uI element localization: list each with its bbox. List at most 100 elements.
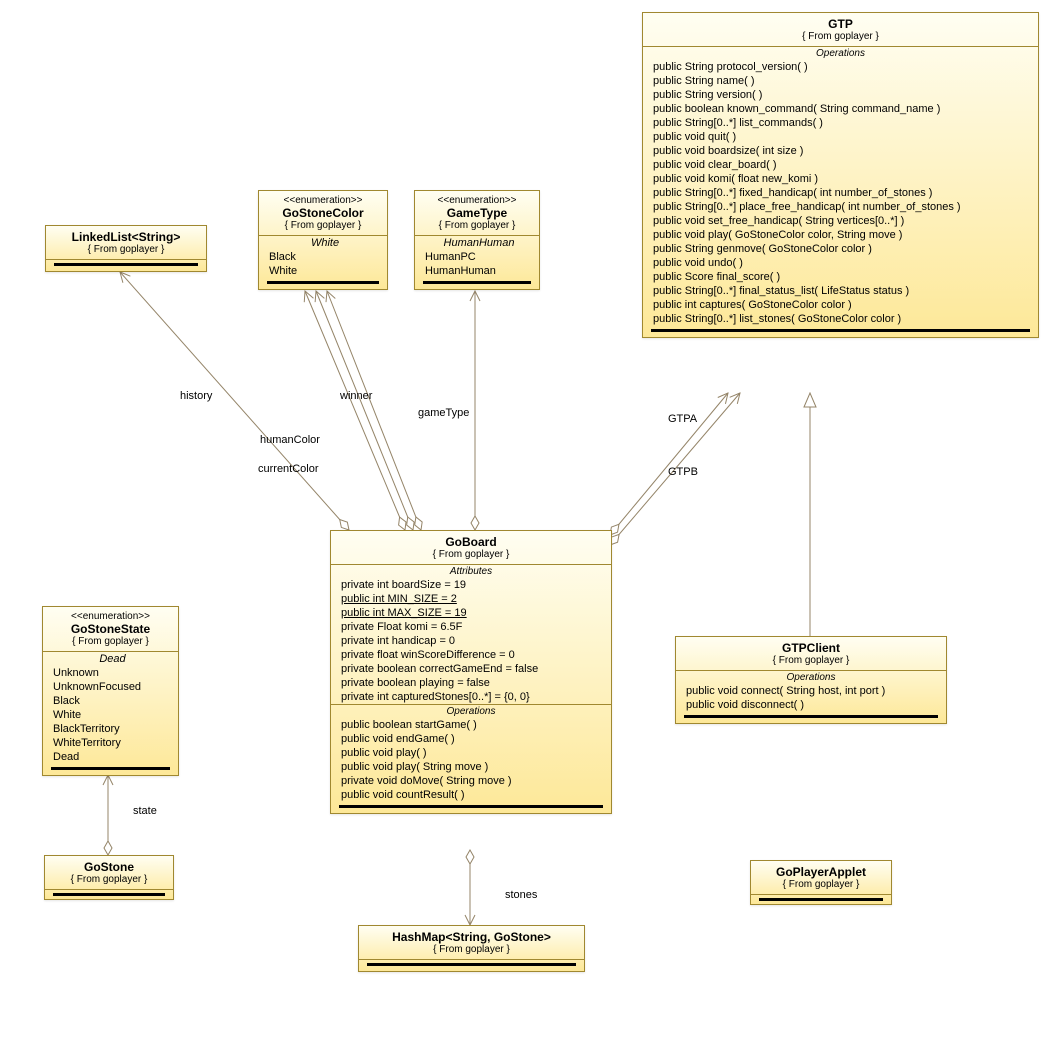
class-name: GoStoneState <box>49 622 172 636</box>
class-header: <<enumeration>>GameType{ From goplayer } <box>415 191 539 236</box>
class-name: GameType <box>421 206 533 220</box>
class-name: GoStoneColor <box>265 206 381 220</box>
class-from: { From goplayer } <box>682 655 940 666</box>
thick-underline <box>684 715 938 718</box>
compartment-item: public void countResult( ) <box>331 788 611 802</box>
compartment-item: private boolean playing = false <box>331 676 611 690</box>
compartment-item: public void play( String move ) <box>331 760 611 774</box>
compartment-item: private int capturedStones[0..*] = {0, 0… <box>331 690 611 704</box>
thick-underline <box>267 281 379 284</box>
compartment-item: UnknownFocused <box>43 680 178 694</box>
compartment-item: BlackTerritory <box>43 722 178 736</box>
compartment-item: public int MAX_SIZE = 19 <box>331 606 611 620</box>
compartment-item: HumanHuman <box>415 236 539 250</box>
stereotype: <<enumeration>> <box>421 195 533 206</box>
compartment: Operationspublic void connect( String ho… <box>676 671 946 718</box>
uml-diagram-canvas: LinkedList<String>{ From goplayer }<<enu… <box>0 0 1056 1042</box>
class-from: { From goplayer } <box>265 220 381 231</box>
class-header: <<enumeration>>GoStoneState{ From goplay… <box>43 607 178 652</box>
class-from: { From goplayer } <box>757 879 885 890</box>
compartment-item: White <box>259 236 387 250</box>
compartment-item: public String name( ) <box>643 74 1038 88</box>
class-LinkedList: LinkedList<String>{ From goplayer } <box>45 225 207 272</box>
thick-underline <box>367 963 576 966</box>
class-from: { From goplayer } <box>649 31 1032 42</box>
compartment-item: private Float komi = 6.5F <box>331 620 611 634</box>
edge-label-currentColor: currentColor <box>258 463 319 475</box>
compartment-item: public void set_free_handicap( String ve… <box>643 214 1038 228</box>
compartment-item: public String[0..*] fixed_handicap( int … <box>643 186 1038 200</box>
class-name: GTPClient <box>682 641 940 655</box>
class-header: GoStone{ From goplayer } <box>45 856 173 890</box>
class-from: { From goplayer } <box>51 874 167 885</box>
class-GoStone: GoStone{ From goplayer } <box>44 855 174 900</box>
compartment-item: White <box>259 264 387 278</box>
compartment-item: public void play( ) <box>331 746 611 760</box>
class-GameType: <<enumeration>>GameType{ From goplayer }… <box>414 190 540 290</box>
thick-underline <box>651 329 1030 332</box>
stereotype: <<enumeration>> <box>49 611 172 622</box>
compartment-item: Black <box>259 250 387 264</box>
class-header: <<enumeration>>GoStoneColor{ From goplay… <box>259 191 387 236</box>
class-name: LinkedList<String> <box>52 230 200 244</box>
compartment-item: public int MIN_SIZE = 2 <box>331 592 611 606</box>
compartment-item: Black <box>43 694 178 708</box>
edge-label-winner: winner <box>340 390 372 402</box>
edge-history <box>120 272 349 530</box>
compartment: Dead UnknownUnknownFocusedBlackWhiteBlack… <box>43 652 178 770</box>
class-header: GoBoard{ From goplayer } <box>331 531 611 565</box>
class-name: HashMap<String, GoStone> <box>365 930 578 944</box>
compartment <box>359 963 584 966</box>
compartment-item: public void connect( String host, int po… <box>676 684 946 698</box>
class-header: GTPClient{ From goplayer } <box>676 637 946 671</box>
class-name: GoPlayerApplet <box>757 865 885 879</box>
thick-underline <box>51 767 170 770</box>
compartment-item: public boolean startGame( ) <box>331 718 611 732</box>
compartment-item: private boolean correctGameEnd = false <box>331 662 611 676</box>
compartment: WhiteBlackWhite <box>259 236 387 284</box>
class-GoStoneColor: <<enumeration>>GoStoneColor{ From goplay… <box>258 190 388 290</box>
compartment-item: public String[0..*] final_status_list( L… <box>643 284 1038 298</box>
class-GoPlayerApplet: GoPlayerApplet{ From goplayer } <box>750 860 892 905</box>
compartment: Attributesprivate int boardSize = 19publ… <box>331 565 611 705</box>
edge-winner <box>305 291 405 530</box>
thick-underline <box>759 898 883 901</box>
compartment-item: public boolean known_command( String com… <box>643 102 1038 116</box>
class-HashMap: HashMap<String, GoStone>{ From goplayer … <box>358 925 585 972</box>
compartment-item: public String[0..*] list_stones( GoStone… <box>643 312 1038 326</box>
compartment-item: WhiteTerritory <box>43 736 178 750</box>
compartment <box>45 893 173 899</box>
compartment-item: White <box>43 708 178 722</box>
class-from: { From goplayer } <box>365 944 578 955</box>
compartment-item: public Score final_score( ) <box>643 270 1038 284</box>
compartment-item: HumanPC <box>415 250 539 264</box>
edge-label-humanColor: humanColor <box>260 434 320 446</box>
edge-label-GTPB: GTPB <box>668 466 698 478</box>
compartment-item: public String genmove( GoStoneColor colo… <box>643 242 1038 256</box>
compartment <box>46 263 206 266</box>
compartment-item: public void quit( ) <box>643 130 1038 144</box>
compartment-item: private int handicap = 0 <box>331 634 611 648</box>
compartment-item: Dead <box>43 750 178 764</box>
compartment: Operationspublic String protocol_version… <box>643 47 1038 332</box>
compartment-item: Unknown <box>43 666 178 680</box>
compartment-title: Operations <box>676 671 946 684</box>
class-GoStoneState: <<enumeration>>GoStoneState{ From goplay… <box>42 606 179 776</box>
class-header: HashMap<String, GoStone>{ From goplayer … <box>359 926 584 960</box>
compartment-item: private int boardSize = 19 <box>331 578 611 592</box>
compartment-item: private float winScoreDifference = 0 <box>331 648 611 662</box>
class-GoBoard: GoBoard{ From goplayer }Attributesprivat… <box>330 530 612 814</box>
compartment <box>751 898 891 904</box>
thick-underline <box>423 281 531 284</box>
compartment-item: HumanHuman <box>415 264 539 278</box>
edge-label-history: history <box>180 390 212 402</box>
edge-label-gameType: gameType <box>418 407 469 419</box>
class-header: LinkedList<String>{ From goplayer } <box>46 226 206 260</box>
compartment-title: Operations <box>331 705 611 718</box>
thick-underline <box>54 263 198 266</box>
compartment-title: Operations <box>643 47 1038 60</box>
compartment-item: public String protocol_version( ) <box>643 60 1038 74</box>
compartment-item: public void komi( float new_komi ) <box>643 172 1038 186</box>
class-GTPClient: GTPClient{ From goplayer }Operationspubl… <box>675 636 947 724</box>
compartment-item: public String[0..*] list_commands( ) <box>643 116 1038 130</box>
